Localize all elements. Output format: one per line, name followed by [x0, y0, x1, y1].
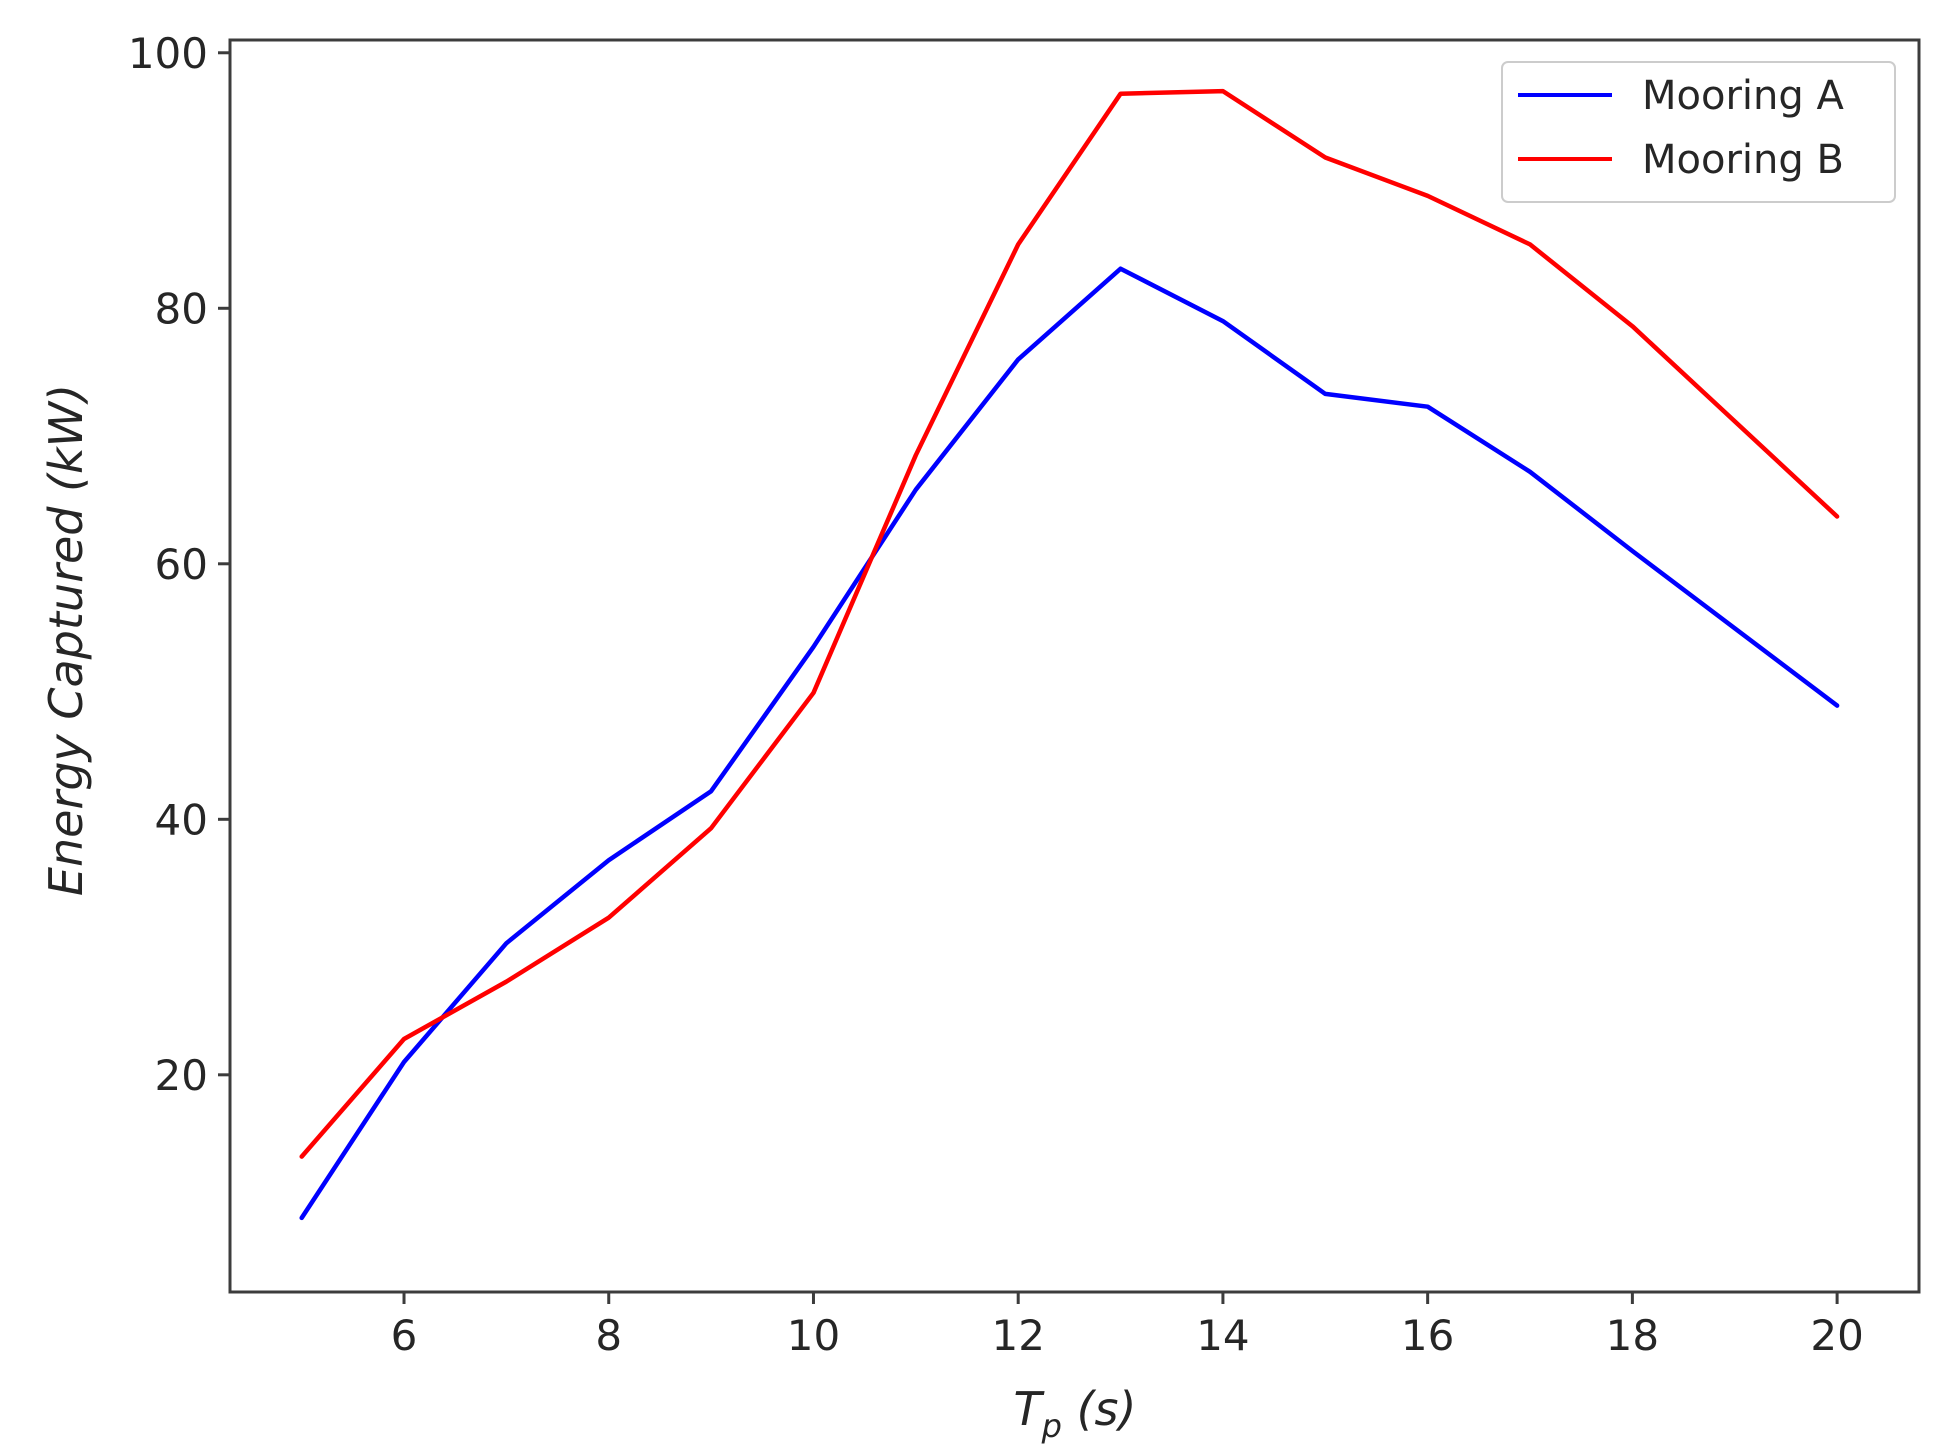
x-axis: 6 8 10 12 14 16 18 20	[391, 1292, 1864, 1360]
x-tick-label: 12	[991, 1311, 1044, 1360]
x-axis-label-subscript: p	[1041, 1407, 1062, 1445]
x-tick-label: 20	[1810, 1311, 1863, 1360]
y-axis: 20 40 60 80 100	[128, 29, 230, 1100]
y-tick-label: 20	[155, 1051, 208, 1100]
y-tick-label: 60	[155, 540, 208, 589]
series-lines	[299, 88, 1840, 1221]
series-line-mooring-b	[299, 88, 1840, 1159]
y-tick-label: 100	[128, 29, 208, 78]
x-tick-label: 16	[1401, 1311, 1454, 1360]
y-axis-label: Energy Captured (kW)	[39, 384, 93, 896]
x-axis-label-symbol: T	[1014, 1382, 1046, 1436]
x-tick-label: 10	[787, 1311, 840, 1360]
x-tick-label: 18	[1606, 1311, 1659, 1360]
x-axis-label-unit: (s)	[1062, 1382, 1136, 1436]
x-axis-label: Tp (s)	[1014, 1382, 1137, 1445]
y-tick-label: 80	[155, 284, 208, 333]
legend-label-mooring-a: Mooring A	[1642, 73, 1844, 119]
series-line-mooring-a	[299, 266, 1840, 1221]
legend: Mooring A Mooring B	[1501, 61, 1896, 203]
x-tick-label: 14	[1196, 1311, 1249, 1360]
plot-frame	[228, 38, 1921, 1294]
x-tick-label: 6	[391, 1311, 418, 1360]
x-tick-label: 8	[595, 1311, 622, 1360]
legend-label-mooring-b: Mooring B	[1642, 137, 1844, 183]
y-tick-label: 40	[155, 795, 208, 844]
